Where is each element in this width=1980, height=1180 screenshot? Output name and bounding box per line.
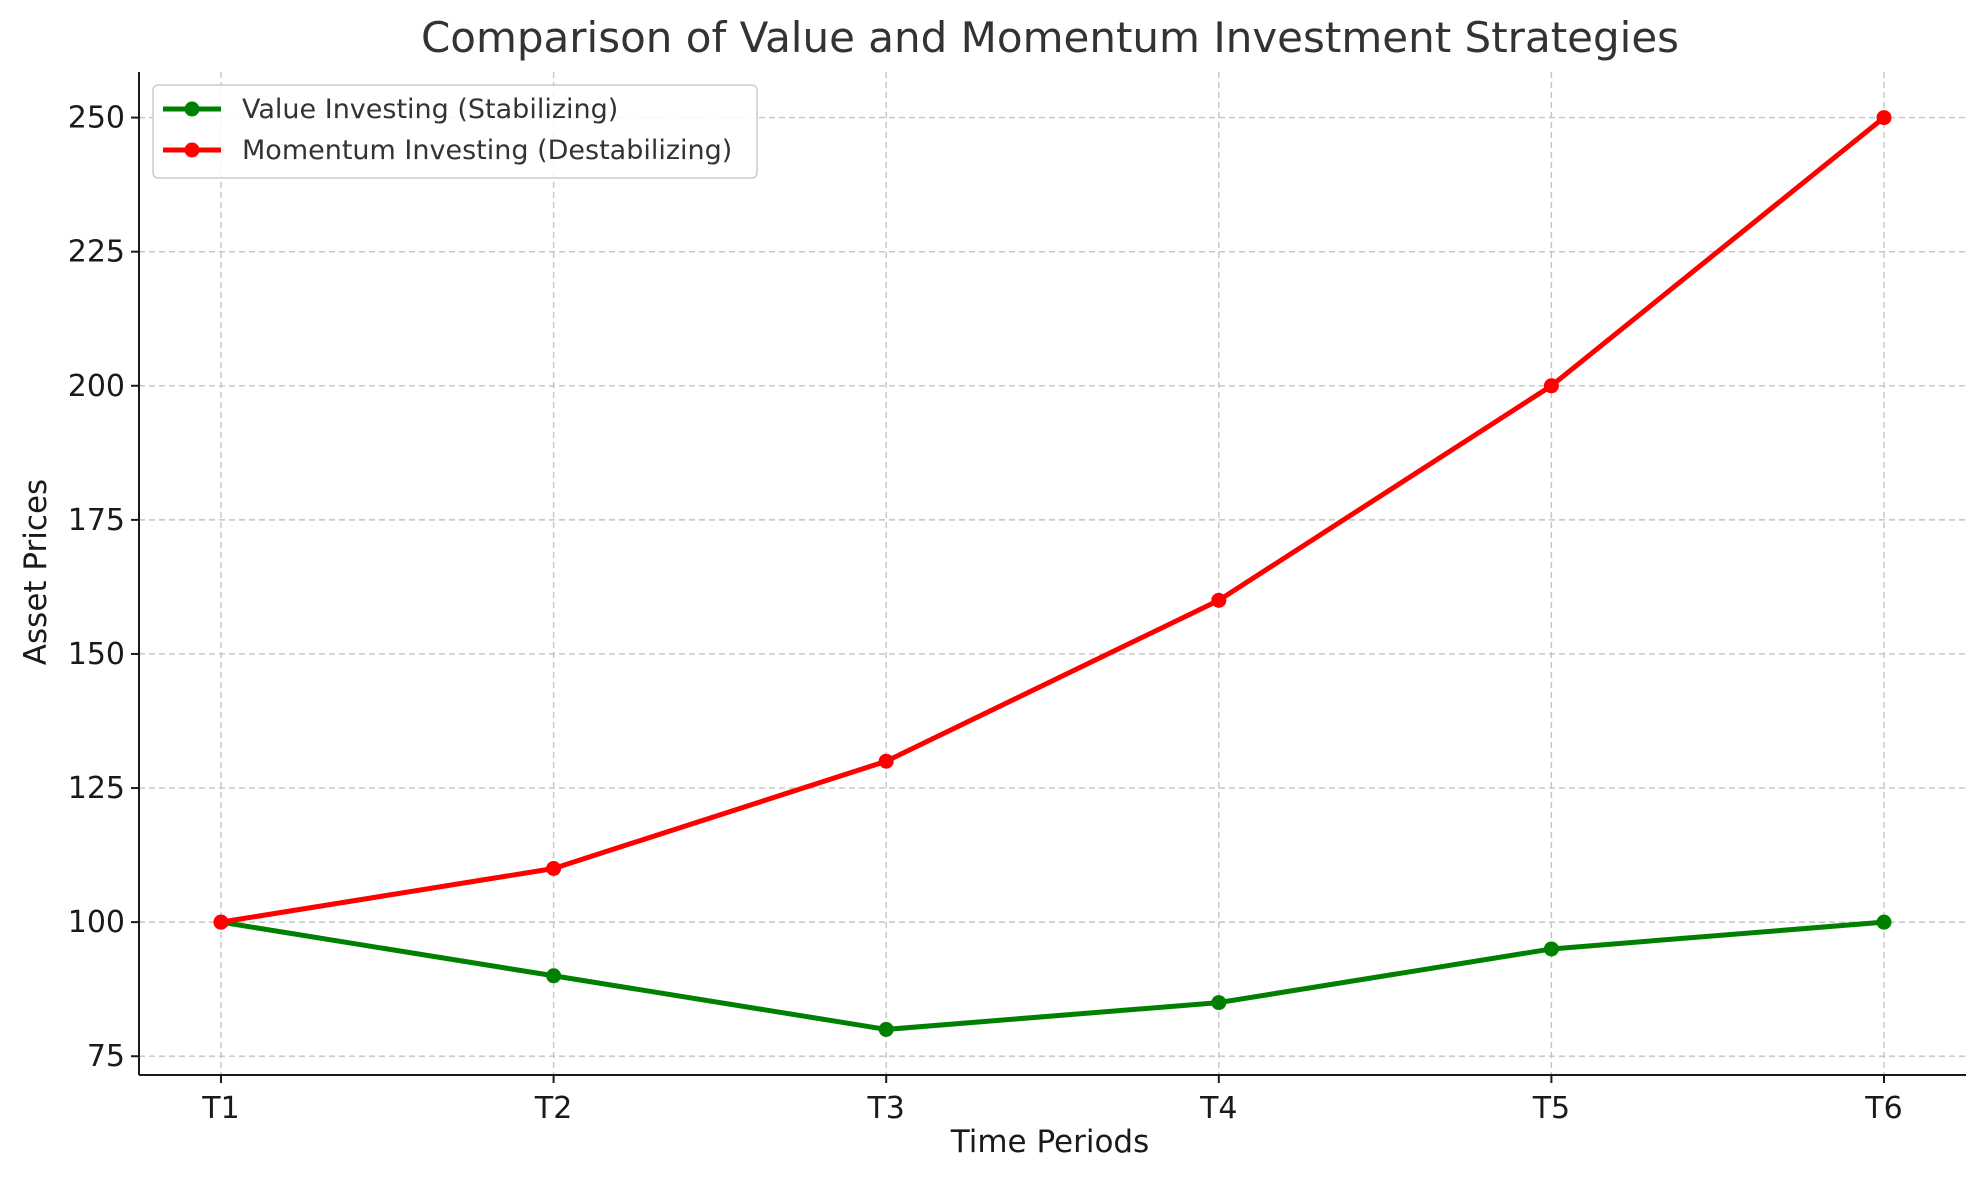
y-tick-label: 100 <box>68 905 125 940</box>
data-point <box>1543 378 1559 394</box>
data-point <box>1211 592 1227 608</box>
y-tick-label: 75 <box>87 1039 125 1074</box>
data-point <box>1211 995 1227 1011</box>
x-tick-label: T3 <box>866 1091 904 1126</box>
y-tick-label: 250 <box>68 101 125 136</box>
data-point <box>1543 941 1559 957</box>
x-axis-label: Time Periods <box>950 1124 1150 1160</box>
axes: T1 T2 T3 T4 T5 T6 75 100 125 150 175 200 225 250 <box>68 72 1966 1126</box>
series-2 <box>213 110 1892 930</box>
legend-label: Value Investing (Stabilizing) <box>242 94 618 125</box>
series-line <box>218 919 1887 1032</box>
series-lines <box>213 110 1892 1037</box>
x-tick-label: T2 <box>534 1091 572 1126</box>
legend: Value Investing (Stabilizing) Momentum In… <box>152 84 758 179</box>
legend-item-1: Value Investing (Stabilizing) <box>163 94 618 125</box>
legend-label: Momentum Investing (Destabilizing) <box>242 135 732 166</box>
y-tick-label: 225 <box>68 235 125 270</box>
legend-box <box>152 84 758 179</box>
legend-marker <box>184 101 200 117</box>
x-tick-label: T5 <box>1532 1091 1570 1126</box>
data-point <box>546 861 562 876</box>
y-tick-label: 175 <box>68 503 125 538</box>
data-point <box>878 753 894 769</box>
data-point <box>546 968 562 984</box>
data-point <box>213 914 229 930</box>
grid-lines <box>139 72 1966 1075</box>
series-line <box>218 115 1887 925</box>
x-tick-label: T4 <box>1199 1091 1237 1126</box>
legend-item-2: Momentum Investing (Destabilizing) <box>163 135 732 166</box>
data-point <box>1876 110 1892 126</box>
data-point <box>878 1021 894 1037</box>
chart-title: Comparison of Value and Momentum Investm… <box>421 13 1679 62</box>
data-point <box>1876 914 1892 930</box>
y-tick-label: 125 <box>68 771 125 806</box>
x-tick-label: T6 <box>1864 1091 1902 1126</box>
series-1 <box>213 914 1892 1037</box>
x-tick-label: T1 <box>201 1091 239 1126</box>
y-tick-label: 150 <box>68 637 125 672</box>
legend-marker <box>184 142 200 158</box>
y-tick-label: 200 <box>68 369 125 404</box>
y-axis-label: Asset Prices <box>18 479 54 665</box>
